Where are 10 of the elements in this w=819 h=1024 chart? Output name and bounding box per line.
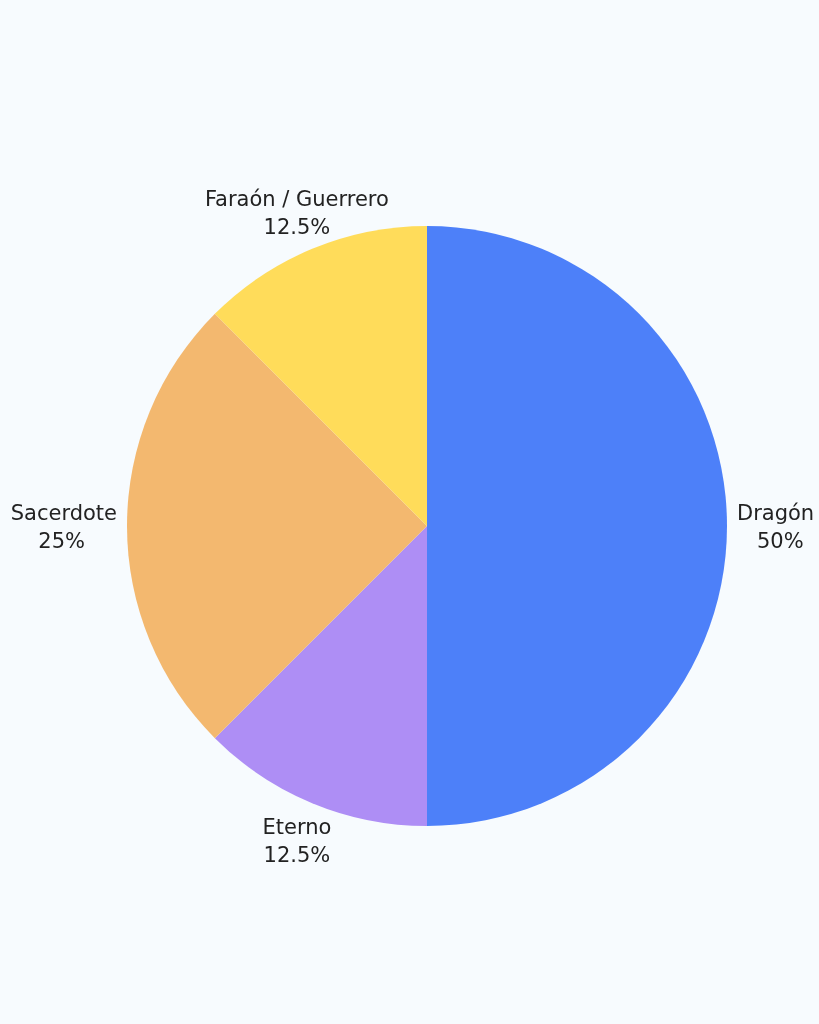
data-label: 12.5% <box>263 843 331 868</box>
slice-label: Eterno <box>262 815 332 840</box>
data-label: 50% <box>757 529 804 553</box>
pie-slice <box>427 226 727 826</box>
slice-label: Sacerdote <box>10 501 117 525</box>
pie-slice <box>127 313 427 739</box>
slice-label: Dragón <box>737 501 815 525</box>
slice-label: Faraón / Guerrero <box>204 186 389 211</box>
data-label: 25% <box>38 529 85 553</box>
data-label: 12.5% <box>263 214 331 239</box>
